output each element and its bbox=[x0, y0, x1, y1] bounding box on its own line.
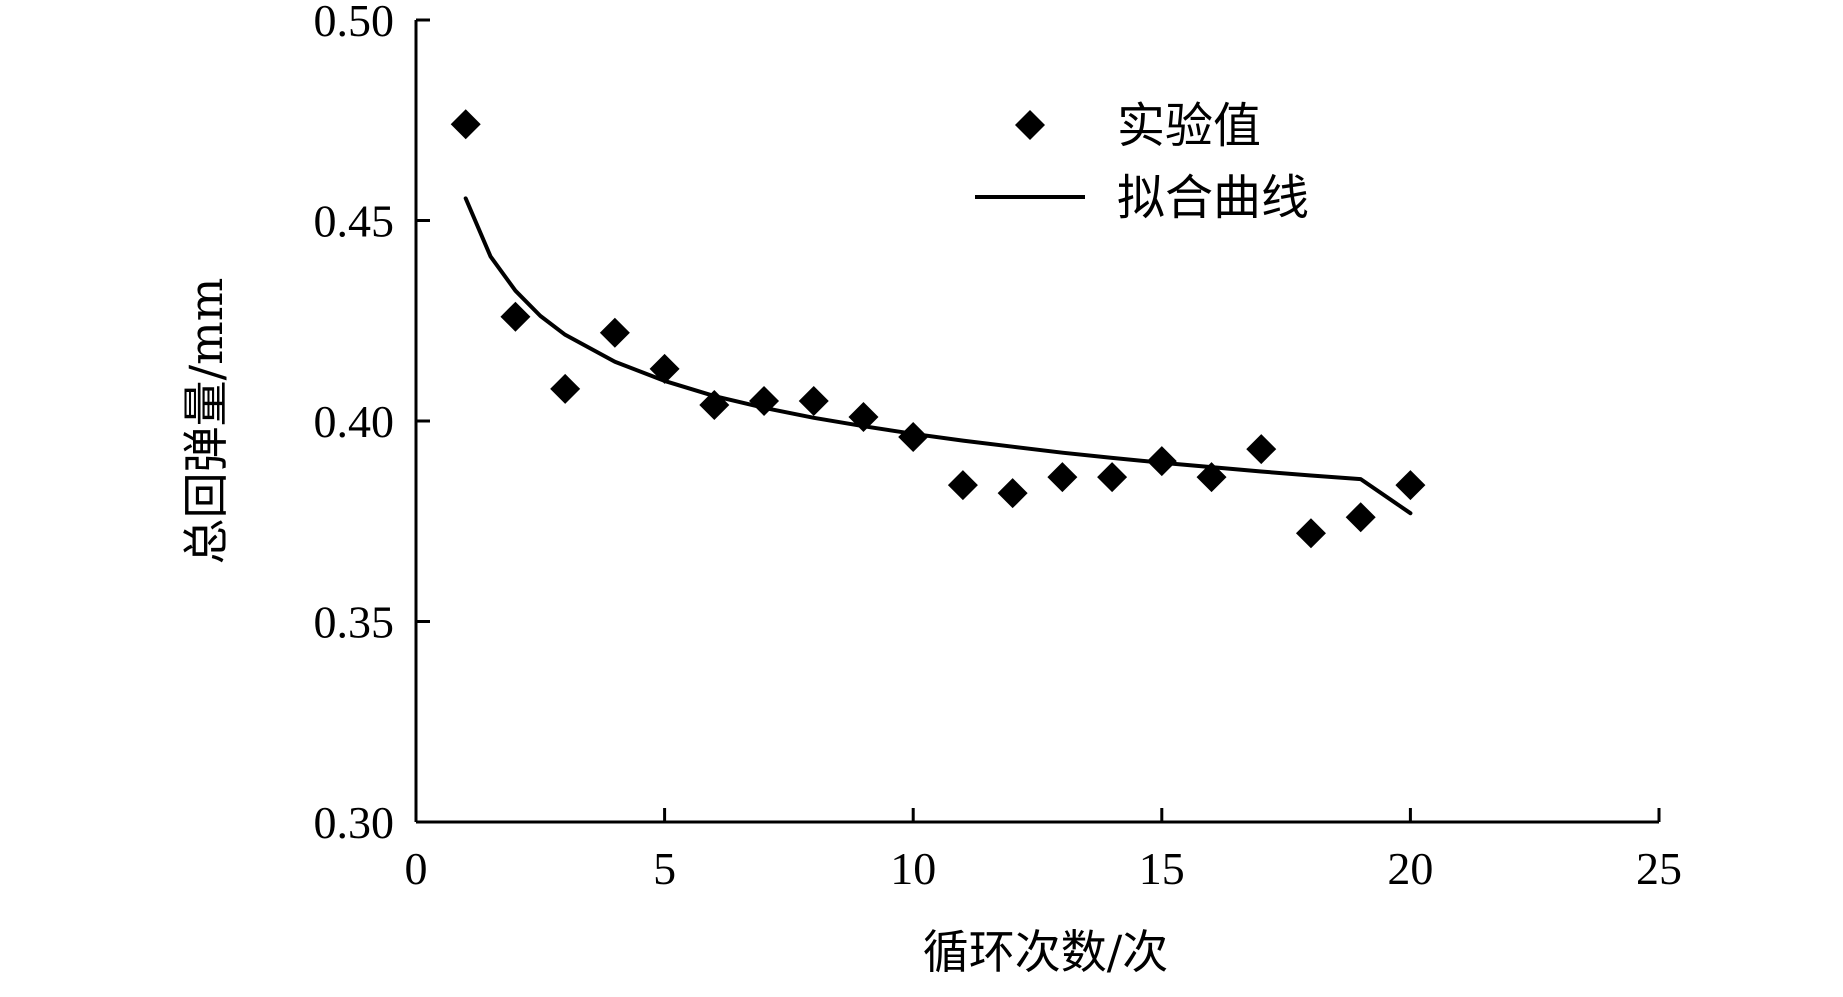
data-point-marker bbox=[550, 373, 581, 404]
data-point-marker bbox=[1097, 462, 1128, 493]
x-tick-label: 15 bbox=[1139, 843, 1185, 894]
y-ticks: 0.30 0.35 0.40 0.45 0.50 bbox=[314, 0, 430, 848]
data-point-marker bbox=[1196, 462, 1227, 493]
data-point-marker bbox=[450, 109, 481, 140]
data-point-marker bbox=[1295, 518, 1326, 549]
data-point-marker bbox=[599, 317, 630, 348]
data-point-marker bbox=[947, 470, 978, 501]
legend-marker-diamond bbox=[1015, 110, 1045, 140]
legend-label-experimental: 实验值 bbox=[1117, 98, 1261, 154]
y-tick-label: 0.50 bbox=[314, 0, 395, 46]
legend: 实验值 拟合曲线 bbox=[975, 98, 1309, 226]
data-point-marker bbox=[1395, 470, 1426, 501]
x-tick-label: 10 bbox=[890, 843, 936, 894]
x-axis-title: 循环次数/次 bbox=[923, 925, 1169, 979]
legend-label-fit: 拟合曲线 bbox=[1117, 170, 1309, 226]
data-point-marker bbox=[649, 353, 680, 384]
x-ticks: 0 5 10 15 20 25 bbox=[405, 808, 1682, 894]
data-point-marker bbox=[749, 385, 780, 416]
data-point-marker bbox=[500, 301, 531, 332]
fit-curve-line bbox=[463, 196, 1413, 516]
x-tick-label: 0 bbox=[405, 843, 428, 894]
x-tick-label: 25 bbox=[1636, 843, 1682, 894]
data-point-marker bbox=[1047, 462, 1078, 493]
data-point-marker bbox=[699, 389, 730, 420]
axes bbox=[414, 20, 1659, 824]
x-tick-label: 20 bbox=[1387, 843, 1433, 894]
data-point-marker bbox=[997, 478, 1028, 509]
data-point-marker bbox=[798, 385, 829, 416]
y-tick-label: 0.45 bbox=[314, 196, 395, 247]
data-point-marker bbox=[1345, 502, 1376, 533]
y-tick-label: 0.35 bbox=[314, 597, 395, 648]
fit-line-layer bbox=[463, 196, 1413, 516]
data-point-marker bbox=[1246, 434, 1277, 465]
y-tick-label: 0.30 bbox=[314, 797, 395, 848]
points-layer bbox=[450, 109, 1426, 549]
x-tick-label: 5 bbox=[653, 843, 676, 894]
data-point-marker bbox=[1146, 446, 1177, 477]
data-point-marker bbox=[848, 401, 879, 432]
y-axis-title: 总回弹量/mm bbox=[179, 278, 233, 565]
y-tick-label: 0.40 bbox=[314, 396, 395, 447]
data-point-marker bbox=[898, 422, 929, 453]
